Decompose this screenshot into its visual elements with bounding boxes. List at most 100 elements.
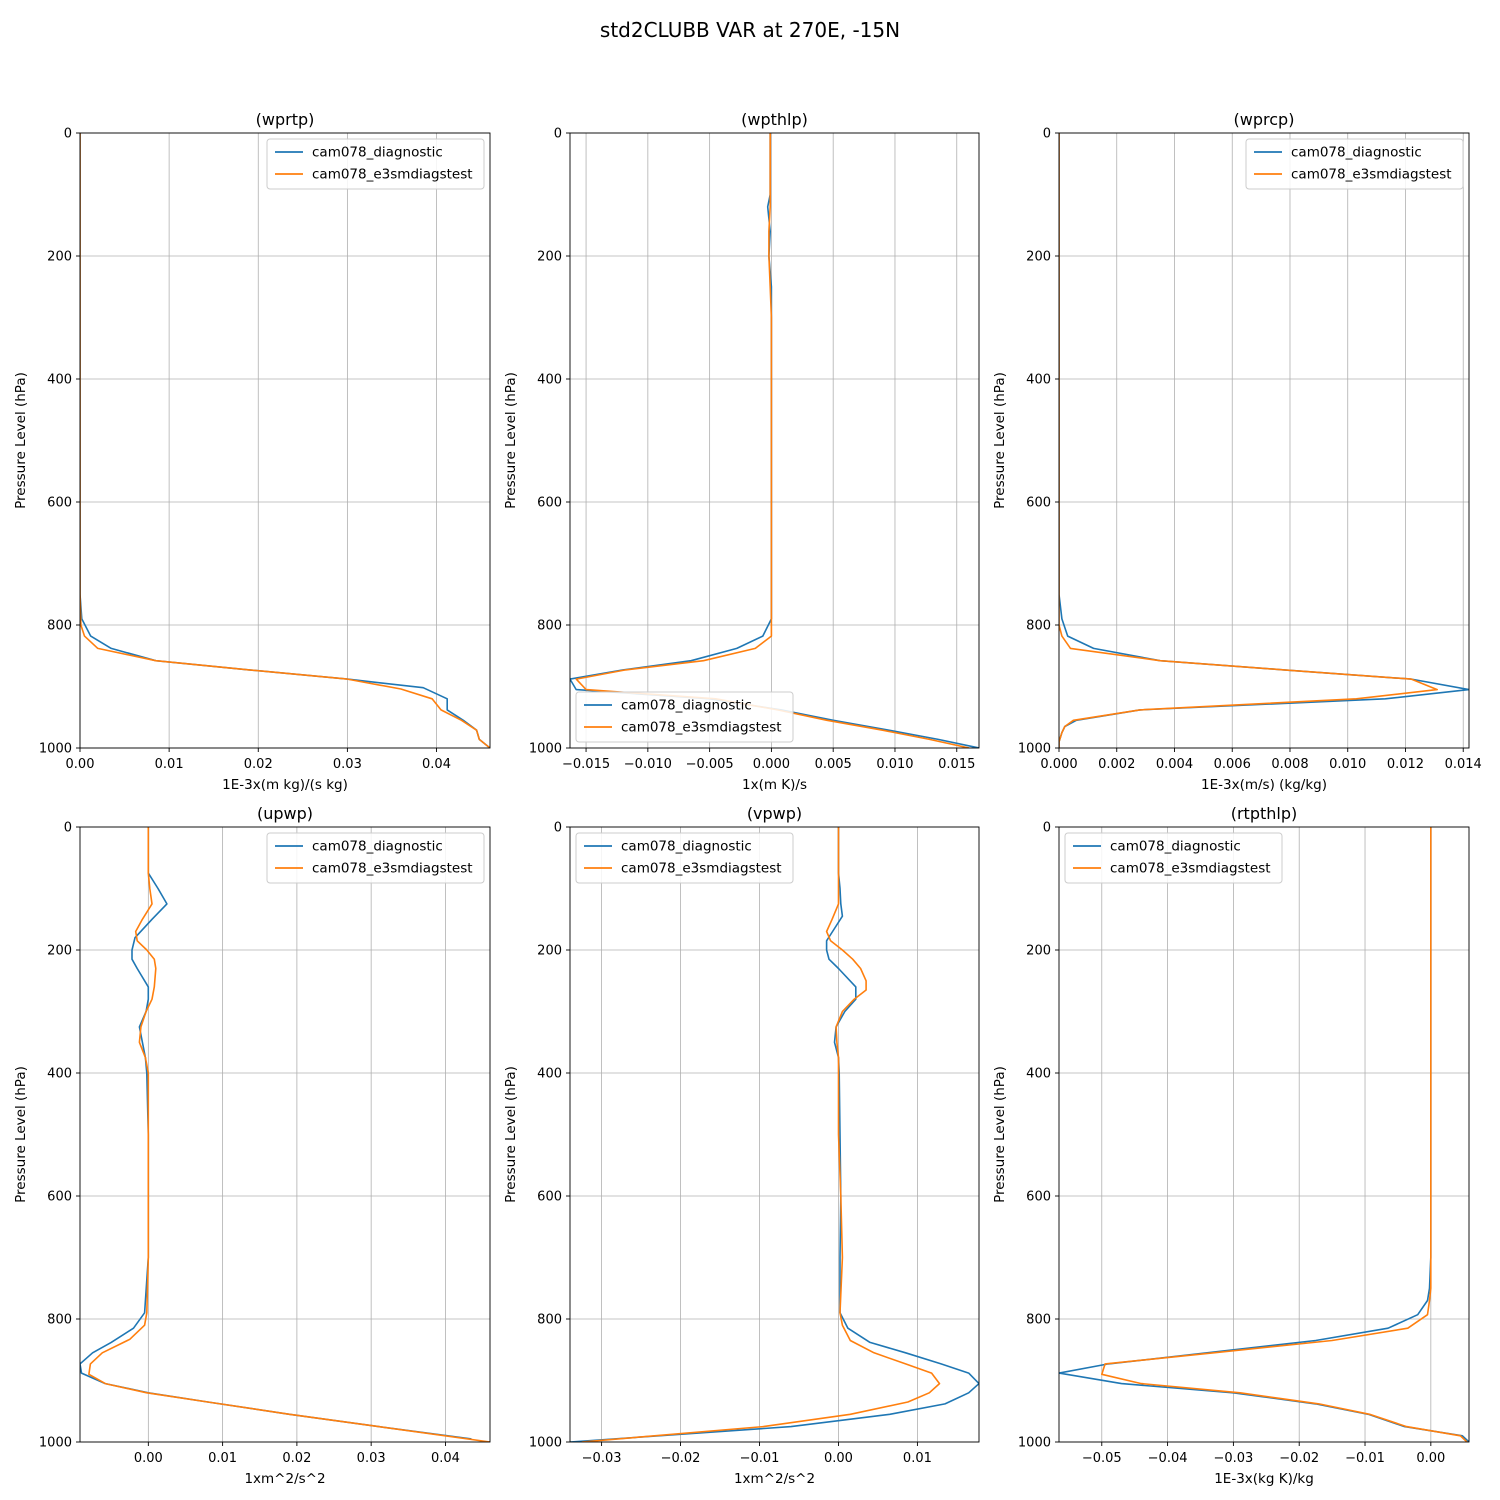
- y-axis-label: Pressure Level (hPa): [992, 372, 1008, 509]
- series-group: [570, 133, 979, 748]
- y-tick-label: 200: [1026, 944, 1051, 959]
- axes-frame: [79, 826, 491, 1443]
- y-tick-label: 600: [1026, 1190, 1051, 1205]
- series-group: [570, 827, 979, 1442]
- series-group: [1059, 133, 1469, 748]
- legend-box: [575, 832, 794, 884]
- x-tick-label: 0.004: [1156, 757, 1193, 772]
- x-tick-label: 0.01: [903, 1451, 932, 1466]
- panel-title: (wprtp): [256, 110, 315, 129]
- y-axis-label: Pressure Level (hPa): [503, 1066, 519, 1203]
- y-tick-label: 200: [1026, 250, 1051, 265]
- series-group: [1059, 827, 1469, 1442]
- x-tick-label: −0.04: [1148, 1451, 1188, 1466]
- x-axis-label: 1E-3x(kg K)/kg: [1214, 1471, 1314, 1487]
- x-tick-label: 0.010: [1329, 757, 1366, 772]
- grid: [570, 132, 979, 749]
- series-line-cam078_e3smdiagstest: [575, 133, 970, 748]
- x-tick-label: 0.00: [824, 1451, 853, 1466]
- x-tick-label: 0.04: [422, 757, 451, 772]
- x-tick-label: −0.01: [740, 1451, 780, 1466]
- series-line-cam078_e3smdiagstest: [1101, 827, 1468, 1442]
- x-tick-label: 0.008: [1271, 757, 1308, 772]
- y-tick-label: 0: [554, 821, 562, 836]
- y-tick-label: 600: [1026, 496, 1051, 511]
- x-axis-label: 1xm^2/s^2: [734, 1471, 815, 1487]
- y-tick-label: 0: [1043, 821, 1051, 836]
- x-tick-label: −0.010: [624, 757, 672, 772]
- y-tick-label: 400: [47, 373, 72, 388]
- series-group: [80, 133, 490, 748]
- x-tick-label: −0.01: [1345, 1451, 1385, 1466]
- y-tick-label: 200: [537, 944, 562, 959]
- y-tick-label: 200: [537, 250, 562, 265]
- panel-title: (rtpthlp): [1231, 804, 1298, 823]
- figure-title: std2CLUBB VAR at 270E, -15N: [600, 18, 900, 42]
- y-tick-label: 1000: [1018, 1436, 1051, 1451]
- legend-label: cam078_e3smdiagstest: [312, 167, 473, 183]
- legend-label: cam078_e3smdiagstest: [312, 861, 473, 877]
- x-tick-label: 0.00: [66, 757, 95, 772]
- panel-rtpthlp: −0.05 −0.04 −0.03 −0.02 −0.01 0.00 0 200 400 600 8…: [992, 804, 1470, 1487]
- y-tick-label: 0: [64, 127, 72, 142]
- x-axis-label: 1E-3x(m kg)/(s kg): [222, 777, 348, 793]
- series-line-cam078_e3smdiagstest: [581, 827, 941, 1442]
- legend-box: [266, 832, 485, 884]
- legend: cam078_diagnostic cam078_e3smdiagstest: [575, 832, 794, 884]
- panel-upwp: 0.00 0.01 0.02 0.03 0.04 0 200 400 600 800 1000 (up…: [13, 804, 491, 1487]
- y-tick-label: 1000: [39, 1436, 72, 1451]
- legend-label: cam078_diagnostic: [1110, 839, 1241, 855]
- x-tick-label: 0.01: [155, 757, 184, 772]
- y-tick-label: 400: [537, 373, 562, 388]
- y-tick-label: 400: [1026, 373, 1051, 388]
- y-axis-label: Pressure Level (hPa): [13, 1066, 29, 1203]
- axes-frame: [1058, 826, 1470, 1443]
- x-axis-label: 1xm^2/s^2: [244, 1471, 325, 1487]
- legend: cam078_diagnostic cam078_e3smdiagstest: [1245, 138, 1464, 190]
- legend-box: [1245, 138, 1464, 190]
- x-tick-label: 0.00: [1416, 1451, 1445, 1466]
- panel-title: (vpwp): [747, 804, 802, 823]
- x-tick-label: 0.04: [431, 1451, 460, 1466]
- y-tick-label: 600: [47, 1190, 72, 1205]
- legend-label: cam078_diagnostic: [312, 145, 443, 161]
- y-axis-label: Pressure Level (hPa): [503, 372, 519, 509]
- x-tick-label: −0.005: [686, 757, 734, 772]
- y-tick-label: 0: [1043, 127, 1051, 142]
- x-tick-label: 0.02: [244, 757, 273, 772]
- legend-label: cam078_e3smdiagstest: [1291, 167, 1452, 183]
- series-line-cam078_e3smdiagstest: [80, 133, 490, 748]
- y-tick-label: 600: [537, 1190, 562, 1205]
- y-tick-label: 800: [47, 619, 72, 634]
- series-line-cam078_e3smdiagstest: [88, 827, 490, 1442]
- legend-label: cam078_e3smdiagstest: [621, 720, 782, 736]
- legend-label: cam078_diagnostic: [312, 839, 443, 855]
- axes-frame: [79, 132, 491, 749]
- legend-box: [266, 138, 485, 190]
- legend-box: [1064, 832, 1283, 884]
- x-tick-label: −0.015: [562, 757, 610, 772]
- x-tick-label: 0.03: [333, 757, 362, 772]
- legend: cam078_diagnostic cam078_e3smdiagstest: [575, 691, 794, 743]
- panel-title: (wprcp): [1234, 110, 1295, 129]
- y-tick-label: 1000: [1018, 742, 1051, 757]
- x-tick-label: −0.02: [661, 1451, 701, 1466]
- y-tick-label: 1000: [529, 742, 562, 757]
- panel-title: (upwp): [257, 804, 313, 823]
- x-tick-label: 0.012: [1387, 757, 1424, 772]
- x-tick-label: 0.01: [208, 1451, 237, 1466]
- panels: 0.00 0.01 0.02 0.03 0.04 0 200 400 600 800 1000 (wp…: [13, 110, 1482, 1487]
- x-tick-label: 0.006: [1214, 757, 1251, 772]
- y-tick-label: 800: [537, 619, 562, 634]
- series-group: [80, 827, 490, 1442]
- y-tick-label: 800: [47, 1313, 72, 1328]
- panel-vpwp: −0.03 −0.02 −0.01 0.00 0.01 0 200 400 600 800 1000…: [503, 804, 980, 1487]
- legend: cam078_diagnostic cam078_e3smdiagstest: [266, 832, 485, 884]
- y-tick-label: 200: [47, 944, 72, 959]
- y-tick-label: 400: [537, 1067, 562, 1082]
- x-axis-label: 1E-3x(m/s) (kg/kg): [1201, 777, 1327, 793]
- panel-wpthlp: −0.015 −0.010 −0.005 0.000 0.005 0.010 0.015 0 2…: [503, 110, 980, 793]
- x-tick-label: 0.000: [1040, 757, 1077, 772]
- y-tick-label: 1000: [39, 742, 72, 757]
